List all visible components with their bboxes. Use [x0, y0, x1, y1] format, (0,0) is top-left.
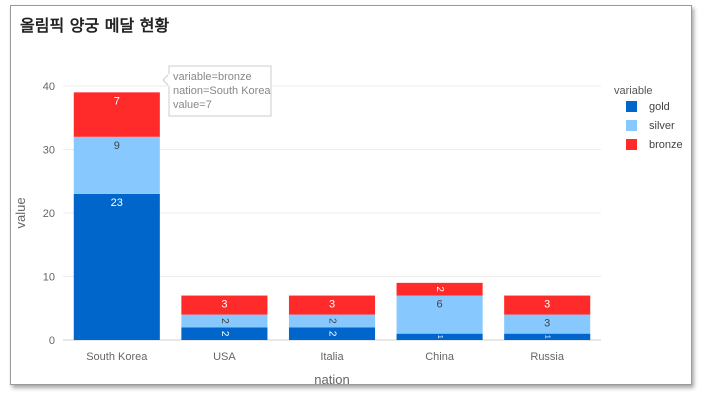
legend-label-bronze[interactable]: bronze: [649, 139, 683, 151]
y-tick-label: 0: [49, 335, 55, 347]
data-label: 3: [544, 299, 550, 311]
bar-bronze-italia[interactable]: [288, 295, 376, 315]
data-label: 2: [434, 286, 445, 292]
bar-gold-south-korea[interactable]: [73, 193, 160, 340]
tooltip-line: value=7: [173, 99, 212, 111]
data-label: 23: [111, 197, 123, 209]
bar-bronze-usa[interactable]: [181, 295, 268, 315]
y-tick-label: 40: [43, 81, 55, 93]
bar-bronze-south-korea[interactable]: [73, 92, 160, 137]
bar-gold-italia[interactable]: [288, 327, 376, 340]
data-label: 3: [544, 318, 550, 330]
bar-bronze-russia[interactable]: [504, 295, 591, 315]
data-label: 2: [327, 318, 338, 324]
data-label: 2: [219, 331, 230, 337]
bar-silver-china[interactable]: [396, 295, 483, 334]
bar-gold-usa[interactable]: [181, 327, 268, 340]
x-tick-label: South Korea: [86, 351, 148, 363]
x-tick-label: China: [425, 351, 455, 363]
data-label: 3: [329, 299, 335, 311]
data-label: 2: [219, 318, 230, 324]
x-tick-label: Italia: [320, 351, 344, 363]
data-label: 7: [114, 95, 120, 107]
legend-swatch-silver[interactable]: [626, 120, 637, 131]
data-label: 3: [221, 299, 227, 311]
bar-silver-south-korea[interactable]: [73, 136, 160, 194]
tooltip-box: [168, 65, 272, 117]
bar-silver-russia[interactable]: [504, 314, 591, 334]
legend-title: variable: [614, 85, 653, 97]
x-axis-title: nation: [314, 372, 349, 384]
y-tick-label: 20: [43, 208, 55, 220]
data-label: 1: [544, 335, 551, 339]
bar-silver-italia[interactable]: [288, 314, 376, 328]
legend-swatch-bronze[interactable]: [626, 139, 637, 150]
bar-bronze-china[interactable]: [396, 282, 483, 296]
chart-title: 올림픽 양궁 메달 현황: [20, 16, 170, 35]
y-tick-label: 10: [43, 272, 55, 284]
bar-gold-russia[interactable]: [504, 333, 591, 340]
x-tick-label: Russia: [530, 351, 565, 363]
tooltip-line: variable=bronze: [173, 71, 252, 83]
x-tick-label: USA: [213, 351, 236, 363]
data-label: 6: [437, 299, 443, 311]
legend-label-silver[interactable]: silver: [649, 120, 675, 132]
legend-swatch-gold[interactable]: [626, 101, 637, 112]
tooltip-line: nation=South Korea: [173, 85, 271, 97]
tooltip-pointer: [162, 72, 170, 88]
legend-label-gold[interactable]: gold: [649, 101, 670, 113]
data-label: 2: [327, 331, 338, 337]
data-label: 9: [114, 140, 120, 152]
y-axis-title: value: [13, 197, 28, 228]
bar-silver-usa[interactable]: [181, 314, 268, 328]
y-tick-label: 30: [43, 145, 55, 157]
data-label: 1: [436, 335, 443, 339]
bar-gold-china[interactable]: [396, 333, 483, 340]
chart-frame: 올림픽 양궁 메달 현황 0 10 20 30 40 23 9 7 South Korea 2 2 3…: [10, 5, 692, 385]
